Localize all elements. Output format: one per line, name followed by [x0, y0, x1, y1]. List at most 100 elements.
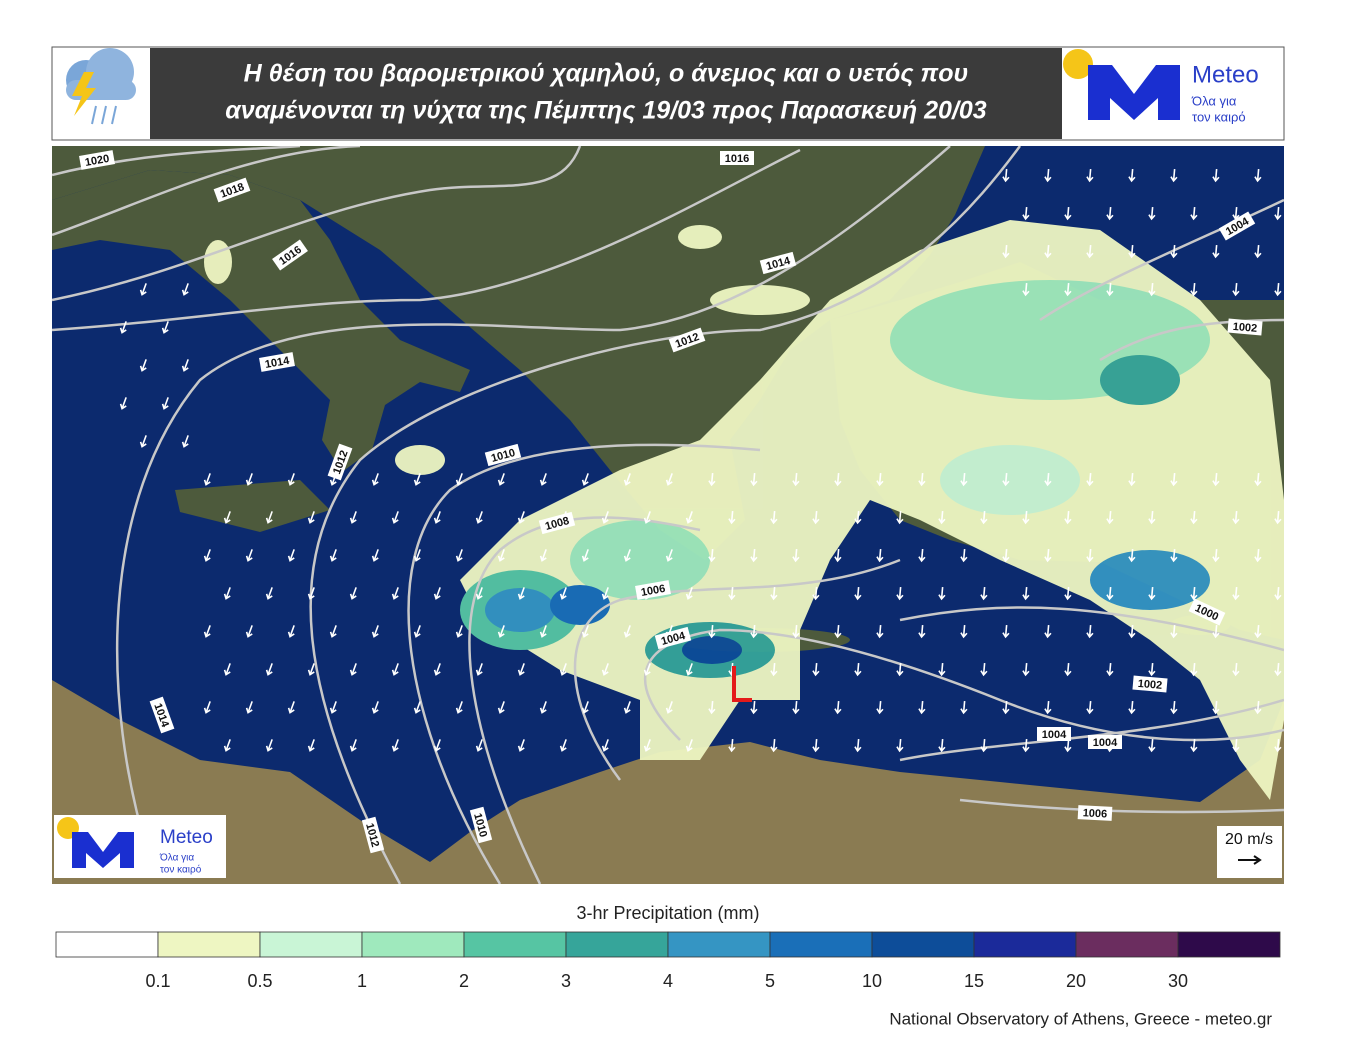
colorbar-tick-label: 2 — [459, 971, 469, 991]
wind-arrow — [223, 587, 231, 600]
wind-arrow-shape — [708, 548, 716, 563]
isobar-label-bg — [668, 327, 706, 353]
wind-arrow-shape — [1254, 700, 1262, 715]
colorbar-bin — [871, 931, 975, 958]
wind-arrow — [1086, 700, 1094, 715]
wind-arrow-shape — [539, 701, 547, 714]
wind-arrow-shape — [812, 738, 820, 753]
wind-arrow-shape — [665, 701, 673, 714]
wind-arrow-shape — [1044, 472, 1052, 487]
wind-arrow — [1106, 586, 1114, 601]
wind-arrow-shape — [1170, 244, 1178, 259]
wind-arrow — [1044, 244, 1052, 259]
wind-arrow-shape — [896, 586, 904, 601]
wind-arrow-shape — [181, 435, 189, 448]
wind-arrow-shape — [181, 283, 189, 296]
wind-arrow — [329, 701, 337, 714]
wind-arrow — [980, 662, 988, 677]
wind-arrow — [1170, 700, 1178, 715]
wind-arrow-shape — [708, 700, 716, 715]
wind-arrow — [812, 586, 820, 601]
wind-arrow-shape — [643, 663, 651, 676]
wind-arrow-shape — [1148, 206, 1156, 221]
wind-arrow — [119, 397, 127, 410]
colorbar-title: 3-hr Precipitation (mm) — [576, 903, 759, 923]
wind-arrow — [245, 701, 253, 714]
wind-arrow — [1044, 548, 1052, 563]
wind-arrow-shape — [1044, 548, 1052, 563]
wind-arrow-shape — [307, 587, 315, 600]
wind-arrow — [643, 511, 651, 524]
footer: National Observatory of Athens, Greece -… — [889, 1009, 1272, 1028]
logo — [1063, 49, 1180, 120]
wind-arrow — [938, 586, 946, 601]
wind-arrow-shape — [391, 587, 399, 600]
wind-arrow — [475, 663, 483, 676]
wind-arrow-shape — [433, 663, 441, 676]
wind-arrow-shape — [203, 473, 211, 486]
wind-arrow-shape — [980, 738, 988, 753]
wind-arrow-shape — [287, 549, 295, 562]
wind-arrow — [1022, 586, 1030, 601]
wind-arrow-shape — [1190, 282, 1198, 297]
wind-arrow — [643, 663, 651, 676]
wind-arrow — [517, 663, 525, 676]
wind-arrow-shape — [497, 625, 505, 638]
wind-arrow-shape — [287, 701, 295, 714]
wind-arrow-shape — [1274, 206, 1282, 221]
wind-arrow — [980, 510, 988, 525]
wind-arrow — [391, 587, 399, 600]
wind-arrow — [728, 510, 736, 525]
wind-arrow — [938, 738, 946, 753]
wind-arrow — [643, 739, 651, 752]
wind-arrow-shape — [876, 624, 884, 639]
wind-arrow-shape — [413, 473, 421, 486]
wind-arrow-shape — [623, 473, 631, 486]
wind-arrow — [139, 435, 147, 448]
wind-arrow — [1128, 472, 1136, 487]
wind-arrow-shape — [475, 511, 483, 524]
wind-arrow — [329, 549, 337, 562]
isobar-label-bg — [272, 239, 308, 271]
colorbar-bin — [769, 931, 873, 958]
wind-arrow-shape — [1022, 510, 1030, 525]
isobar-label-bg — [361, 816, 385, 854]
isobar-label-group: 1020 — [79, 150, 115, 170]
wind-arrow — [433, 663, 441, 676]
wind-arrow — [287, 549, 295, 562]
wind-arrow-shape — [1128, 168, 1136, 183]
wind-arrow-shape — [1086, 548, 1094, 563]
wind-arrow — [1044, 624, 1052, 639]
wind-arrow-shape — [1148, 586, 1156, 601]
wind-arrow — [181, 283, 189, 296]
wind-arrow — [1002, 168, 1010, 183]
wind-arrow-shape — [391, 663, 399, 676]
wind-arrow-shape — [1002, 624, 1010, 639]
wind-arrow — [708, 548, 716, 563]
wind-arrow-shape — [1212, 700, 1220, 715]
title-banner — [150, 48, 1062, 139]
wind-arrow — [960, 472, 968, 487]
wind-arrow — [896, 662, 904, 677]
wind-arrow — [1170, 472, 1178, 487]
wind-arrow-shape — [1086, 700, 1094, 715]
wind-arrow — [455, 473, 463, 486]
wind-arrow — [708, 700, 716, 715]
wind-arrow-shape — [1106, 662, 1114, 677]
wind-arrow — [750, 472, 758, 487]
isobar-label: 1020 — [84, 153, 110, 169]
isobar-label-bg — [1132, 675, 1168, 693]
wind-arrow — [539, 549, 547, 562]
wind-arrow-shape — [918, 624, 926, 639]
wind-arrow-shape — [1190, 510, 1198, 525]
wind-arrow — [329, 625, 337, 638]
wind-arrow — [223, 511, 231, 524]
wind-arrow — [161, 397, 169, 410]
wind-arrow — [245, 473, 253, 486]
wind-arrow — [1212, 168, 1220, 183]
wind-arrow — [245, 625, 253, 638]
wind-arrow-shape — [1254, 244, 1262, 259]
wind-arrow — [455, 549, 463, 562]
wind-arrow — [1064, 662, 1072, 677]
